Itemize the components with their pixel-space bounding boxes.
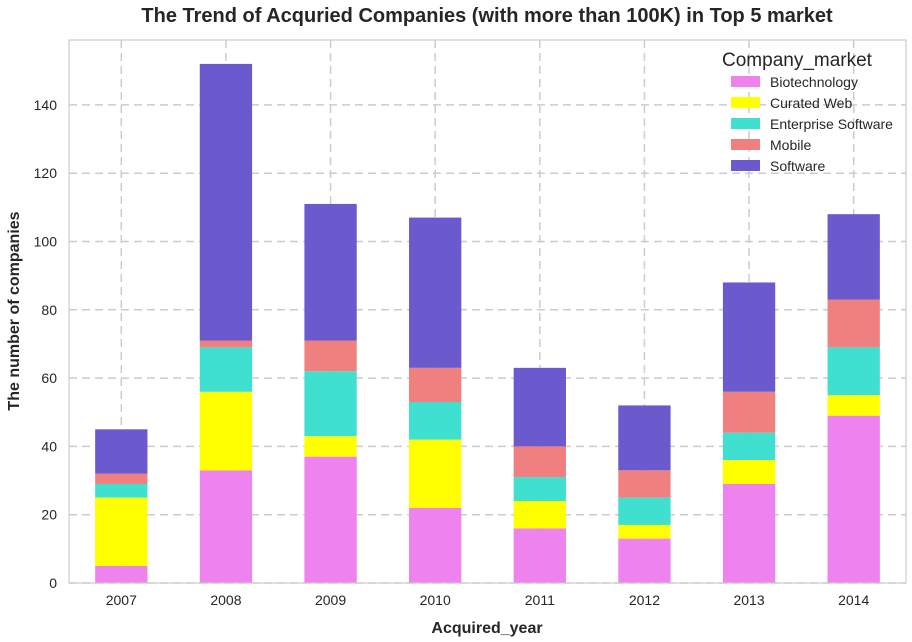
legend-entry: Enterprise Software (770, 116, 893, 132)
bar-segment (513, 446, 566, 478)
x-tick-label: 2014 (838, 592, 869, 608)
bar-segment (827, 214, 880, 300)
legend-entry: Curated Web (770, 95, 852, 111)
chart-title: The Trend of Acquried Companies (with mo… (141, 5, 833, 27)
bar-segment (722, 460, 776, 484)
bar-segment (722, 432, 776, 461)
bar-segment (409, 402, 462, 440)
bars (95, 63, 880, 583)
bar-segment (199, 391, 253, 471)
x-tick-label: 2008 (210, 592, 241, 608)
bar-segment (513, 528, 566, 583)
bar-segment (304, 371, 357, 437)
bar-segment (513, 501, 566, 529)
bar-segment (95, 565, 148, 583)
bar-segment (722, 391, 776, 433)
bar-segment (199, 347, 253, 392)
legend-entry: Software (770, 158, 825, 174)
legend-swatch (731, 76, 760, 87)
legend-swatch (731, 97, 760, 108)
x-tick-label: 2010 (420, 592, 451, 608)
bar-segment (827, 395, 880, 416)
bar-segment (304, 436, 357, 457)
bar-segment (95, 497, 148, 566)
bar-segment (618, 524, 671, 539)
bar-segment (199, 470, 253, 583)
bar-segment (722, 483, 776, 583)
x-tick-label: 2013 (733, 592, 764, 608)
bar-segment (409, 217, 462, 368)
bar-segment (409, 439, 462, 508)
y-tick-label: 40 (41, 438, 57, 454)
y-tick-label: 100 (34, 233, 58, 249)
y-tick-label: 80 (41, 302, 57, 318)
plot-frame (68, 39, 907, 584)
bar-segment (304, 456, 357, 583)
bar-segment (95, 483, 148, 498)
x-axis-ticks: 2007 2008 2009 2010 2011 2012 2013 2014 (106, 592, 870, 608)
x-axis-label: Acquired_year (431, 620, 542, 637)
y-tick-label: 20 (41, 507, 57, 523)
y-tick-label: 0 (49, 575, 57, 591)
legend-swatch (731, 118, 760, 129)
legend-entry: Biotechnology (770, 74, 858, 90)
bar-segment (199, 63, 253, 341)
legend: Company_market Biotechnology Curated Web E… (722, 50, 893, 174)
x-tick-label: 2011 (525, 592, 555, 608)
bar-segment (618, 470, 671, 498)
bar-segment (304, 203, 357, 341)
y-tick-label: 120 (34, 165, 58, 181)
legend-entry: Mobile (770, 137, 811, 153)
bar-segment (618, 497, 671, 525)
x-tick-label: 2009 (315, 592, 346, 608)
y-axis-label: The number of companies (6, 211, 23, 410)
legend-title: Company_market (722, 50, 873, 71)
bar-segment (513, 477, 566, 502)
x-tick-label: 2012 (629, 592, 660, 608)
legend-swatch (731, 160, 760, 171)
legend-swatch (731, 139, 760, 150)
x-tick-label: 2007 (106, 592, 137, 608)
bar-segment (513, 367, 566, 447)
bar-segment (827, 299, 880, 348)
bar-segment (409, 367, 462, 402)
bar-segment (95, 429, 148, 474)
bar-segment (409, 507, 462, 583)
bar-segment (199, 340, 253, 348)
bar-segment (304, 340, 357, 372)
bar-segment (95, 473, 148, 484)
bar-segment (827, 347, 880, 396)
y-axis-ticks: 0 20 40 60 80 100 120 140 (34, 97, 58, 591)
bar-segment (722, 282, 776, 392)
bar-segment (827, 415, 880, 583)
y-tick-label: 140 (34, 97, 58, 113)
bar-segment (618, 405, 671, 471)
y-tick-label: 60 (41, 370, 57, 386)
bar-segment (618, 538, 671, 583)
